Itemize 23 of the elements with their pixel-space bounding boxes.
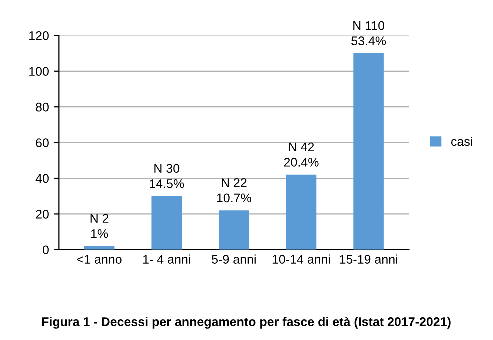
data-label: N 42 20.4%	[284, 142, 319, 167]
data-label: N 2 1%	[90, 214, 109, 238]
x-tick-label: 15-19 anni	[340, 254, 398, 264]
bar	[219, 210, 250, 250]
data-label: N 110 53.4%	[352, 21, 386, 46]
y-tick-label: 120	[30, 32, 49, 40]
x-tick-label: 1- 4 anni	[143, 254, 190, 264]
y-tick-label: 100	[30, 67, 49, 76]
y-tick-label: 20	[36, 210, 49, 219]
y-tick-label: 40	[36, 174, 49, 184]
legend-label: casi	[451, 136, 472, 146]
x-tick-label: 10-14 anni	[272, 254, 330, 264]
x-tick-label: 5-9 anni	[212, 254, 256, 264]
bar	[354, 54, 384, 250]
y-tick-label: 0	[42, 246, 49, 255]
y-tick-label: 60	[36, 138, 49, 148]
data-label: N 22 10.7%	[217, 178, 252, 203]
bar	[286, 174, 317, 250]
text: Figura 1 - Decessi per annegamento per fasce di età (Istat 2017-2021)	[42, 317, 451, 329]
y-tick-label: 80	[36, 102, 49, 112]
bar	[152, 196, 182, 250]
data-label: N 30 14.5%	[150, 164, 184, 188]
x-tick-label: <1 anno	[77, 255, 122, 264]
